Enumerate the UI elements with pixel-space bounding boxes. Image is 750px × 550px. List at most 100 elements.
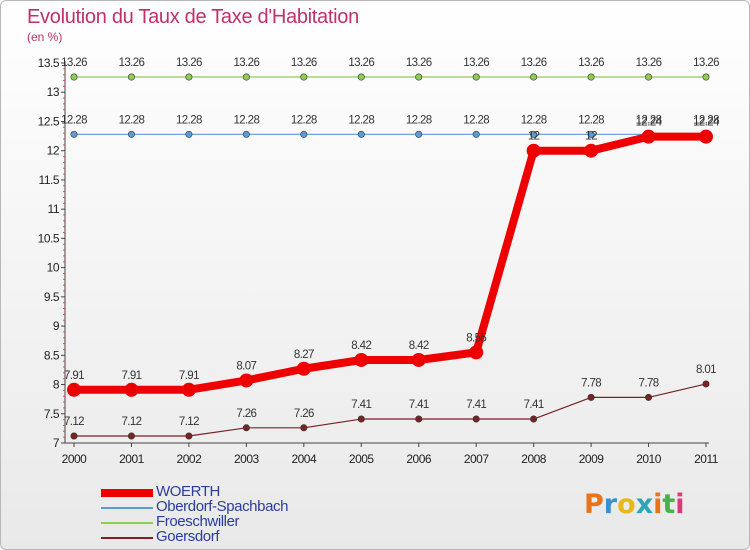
legend-swatch <box>101 507 153 509</box>
proxiti-logo: Proxiti <box>584 489 685 520</box>
data-label: 12.28 <box>693 114 719 126</box>
data-point <box>415 73 423 81</box>
data-label: 13.26 <box>233 57 259 69</box>
data-label: 12.24 <box>636 117 663 129</box>
data-point <box>124 382 139 397</box>
data-label: 13.26 <box>521 57 547 69</box>
data-label: 7.78 <box>639 377 659 389</box>
data-label: 12.28 <box>578 114 604 126</box>
x-tick-label: 2006 <box>406 452 432 466</box>
data-label: 7.78 <box>581 377 601 389</box>
data-point <box>185 432 193 440</box>
data-point <box>530 130 538 138</box>
data-point <box>67 382 81 397</box>
data-label: 12.24 <box>693 117 720 129</box>
y-tick-label: 13 <box>47 85 60 99</box>
y-tick-label: 7 <box>53 436 60 450</box>
y-tick-label: 10 <box>47 261 60 275</box>
data-label: 13.26 <box>348 57 374 69</box>
x-tick-label: 2007 <box>464 452 490 466</box>
data-point <box>702 380 710 388</box>
data-label: 12.28 <box>61 114 87 126</box>
data-point <box>530 73 538 81</box>
y-tick-label: 11 <box>48 202 60 216</box>
data-point <box>242 130 250 138</box>
series-line-woerth <box>74 132 706 394</box>
data-point <box>185 73 193 81</box>
data-point <box>181 382 196 397</box>
data-point <box>70 432 78 440</box>
data-label: 13.26 <box>463 57 489 69</box>
legend-label: Froeschwiller <box>156 513 240 530</box>
logo-letter: i <box>675 489 685 520</box>
y-tick-label: 12 <box>47 144 60 158</box>
data-label: 8.27 <box>294 349 314 361</box>
data-point <box>587 130 595 138</box>
y-tick-label: 13.5 <box>38 56 60 70</box>
data-label: 13.26 <box>119 57 145 69</box>
y-tick-label: 11.5 <box>39 173 60 187</box>
data-point <box>300 130 308 138</box>
x-tick-label: 2002 <box>177 452 203 466</box>
data-label: 12.28 <box>636 114 662 126</box>
data-label: 12.28 <box>463 114 489 126</box>
legend-swatch <box>101 489 153 497</box>
data-point <box>300 424 308 432</box>
data-point <box>702 73 710 81</box>
data-point <box>587 393 595 401</box>
y-tick-label: 10.5 <box>38 231 60 245</box>
data-label: 12.28 <box>406 114 432 126</box>
y-tick-label: 12.5 <box>38 114 60 128</box>
data-point <box>645 393 653 401</box>
data-label: 8.55 <box>466 332 486 344</box>
data-point <box>415 415 423 423</box>
legend-item-woerth: WOERTH <box>101 483 361 500</box>
data-point <box>357 130 365 138</box>
data-label: 7.41 <box>351 399 371 411</box>
series-line-goersdorf <box>74 383 707 437</box>
x-tick-label: 2009 <box>579 452 605 466</box>
data-point <box>530 415 538 423</box>
data-label: 7.12 <box>121 416 141 428</box>
x-tick-label: 2001 <box>119 452 145 466</box>
chart-legend: WOERTH Oberdorf-Spachbach Froeschwiller … <box>101 483 361 545</box>
data-label: 8.42 <box>409 340 429 352</box>
data-label: 13.26 <box>176 57 202 69</box>
data-point <box>415 130 423 138</box>
data-point <box>354 352 369 367</box>
data-label: 12 <box>585 131 597 143</box>
y-tick-label: 7.5 <box>44 407 60 421</box>
x-tick-label: 2005 <box>349 452 375 466</box>
data-point <box>699 129 713 144</box>
data-point <box>239 373 254 388</box>
data-label: 13.26 <box>61 57 87 69</box>
logo-letter: P <box>584 489 604 520</box>
x-tick-label: 2000 <box>62 452 88 466</box>
data-label: 12 <box>528 131 540 143</box>
data-label: 13.26 <box>578 57 604 69</box>
data-point <box>70 73 78 81</box>
legend-swatch <box>101 522 153 524</box>
data-label: 12.28 <box>291 114 317 126</box>
data-label: 8.01 <box>696 364 716 376</box>
data-point <box>242 424 250 432</box>
data-point <box>472 415 480 423</box>
data-label: 7.41 <box>466 399 486 411</box>
data-label: 7.41 <box>524 399 544 411</box>
data-label: 13.26 <box>636 57 662 69</box>
data-label: 13.26 <box>693 57 719 69</box>
chart-title: Evolution du Taux de Taxe d'Habitation <box>27 6 359 28</box>
logo-letter: i <box>653 489 663 520</box>
legend-item-froeschwiller: Froeschwiller <box>101 513 361 530</box>
data-label: 12.28 <box>521 114 547 126</box>
data-point <box>469 345 484 360</box>
x-tick-label: 2003 <box>234 452 260 466</box>
logo-letter: x <box>635 489 654 520</box>
legend-label: WOERTH <box>156 483 220 500</box>
legend-swatch <box>101 537 153 539</box>
y-tick-label: 8.5 <box>44 348 60 362</box>
data-label: 7.91 <box>179 370 199 382</box>
data-label: 7.12 <box>64 416 84 428</box>
